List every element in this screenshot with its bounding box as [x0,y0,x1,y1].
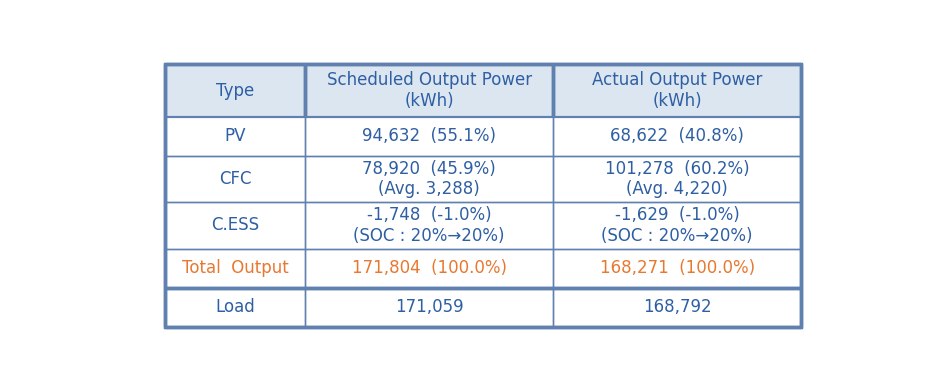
Text: 94,632  (55.1%): 94,632 (55.1%) [362,127,496,145]
Bar [306,202,554,248]
Bar [306,156,554,202]
Text: 171,059: 171,059 [395,298,464,316]
Bar [306,288,554,327]
Text: -1,748  (-1.0%)
(SOC : 20%→20%): -1,748 (-1.0%) (SOC : 20%→20%) [354,206,505,245]
Bar [306,64,554,117]
Bar [554,202,802,248]
Bar [306,248,554,288]
Text: Scheduled Output Power
(kWh): Scheduled Output Power (kWh) [326,71,532,110]
Text: Type: Type [216,82,255,99]
Text: 168,271  (100.0%): 168,271 (100.0%) [600,259,754,277]
Bar [165,248,306,288]
Text: Load: Load [215,298,256,316]
Bar [554,156,802,202]
Bar [165,288,306,327]
Bar [554,288,802,327]
Bar [306,117,554,156]
Bar [554,248,802,288]
Text: C.ESS: C.ESS [211,216,259,235]
Text: 168,792: 168,792 [643,298,712,316]
Text: 101,278  (60.2%)
(Avg. 4,220): 101,278 (60.2%) (Avg. 4,220) [604,159,750,199]
Bar [165,117,306,156]
Text: -1,629  (-1.0%)
(SOC : 20%→20%): -1,629 (-1.0%) (SOC : 20%→20%) [602,206,753,245]
Text: 171,804  (100.0%): 171,804 (100.0%) [352,259,506,277]
Text: 78,920  (45.9%)
(Avg. 3,288): 78,920 (45.9%) (Avg. 3,288) [362,159,496,199]
Bar [165,156,306,202]
Text: Total  Output: Total Output [182,259,289,277]
Bar [554,64,802,117]
Text: 68,622  (40.8%): 68,622 (40.8%) [610,127,744,145]
Bar [554,117,802,156]
Text: CFC: CFC [219,170,252,188]
Bar [165,202,306,248]
Text: PV: PV [224,127,246,145]
Text: Actual Output Power
(kWh): Actual Output Power (kWh) [592,71,762,110]
Bar [165,64,802,327]
Bar [165,64,306,117]
